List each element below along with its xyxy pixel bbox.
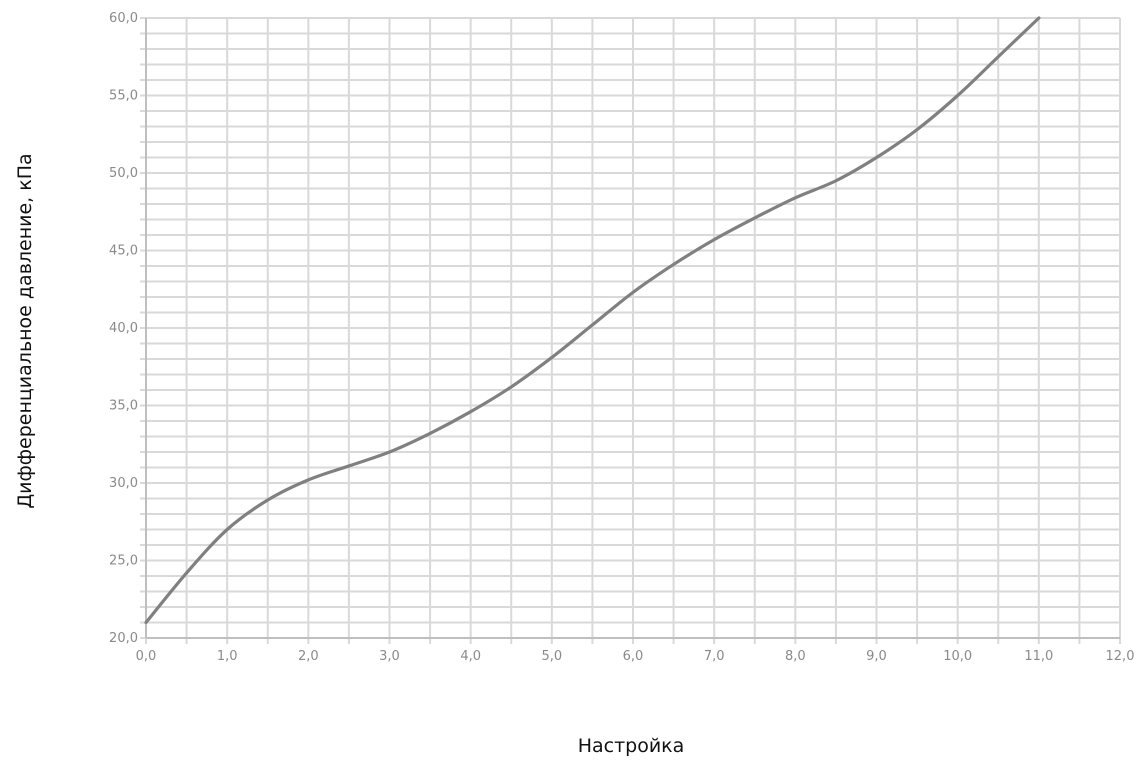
y-tick-label: 35,0 [109,399,138,414]
series-line [144,16,1041,625]
axes [145,18,1120,639]
y-tick-label: 25,0 [109,554,138,569]
y-tick-label: 40,0 [109,321,138,336]
series-layer [144,16,1041,625]
y-axis-title: Дифференциальное давление, кПа [14,153,36,508]
x-tick-label: 2,0 [298,649,319,664]
x-tick-label: 7,0 [704,649,725,664]
x-axis-title: Настройка [578,735,685,757]
y-tick-label: 55,0 [109,89,138,104]
x-tick-label: 11,0 [1024,649,1053,664]
x-tick-label: 8,0 [785,649,806,664]
x-tick-label: 6,0 [623,649,644,664]
x-tick-label: 4,0 [460,649,481,664]
y-tick-label: 20,0 [109,631,138,646]
y-tick-label: 60,0 [109,11,138,26]
y-tick-label: 50,0 [109,166,138,181]
x-tick-label: 10,0 [943,649,972,664]
y-tick-label: 45,0 [109,244,138,259]
x-tick-label: 1,0 [217,649,238,664]
grid [140,17,1121,644]
x-tick-label: 5,0 [541,649,562,664]
x-tick-label: 0,0 [136,649,157,664]
x-tick-label: 12,0 [1106,649,1135,664]
x-tick-label: 3,0 [379,649,400,664]
y-tick-label: 30,0 [109,476,138,491]
x-tick-label: 9,0 [866,649,887,664]
tick-labels: 0,0 1,0 2,0 3,0 4,0 5,0 6,0 7,0 8,0 9,0 10,0 11,0 12… [109,11,1134,664]
